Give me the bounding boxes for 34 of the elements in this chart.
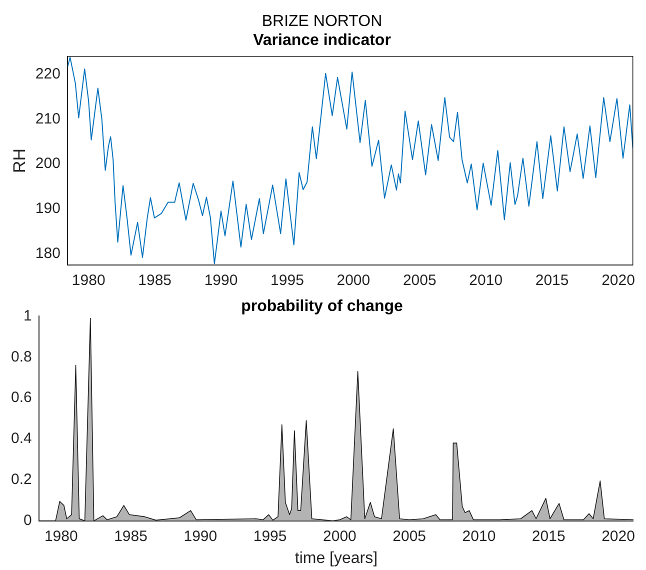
x-tick-label: 1985 bbox=[138, 272, 172, 290]
chart-title: BRIZE NORTON bbox=[262, 13, 382, 30]
x-tick-label: 2020 bbox=[602, 528, 635, 545]
y-tick-label: 200 bbox=[35, 155, 60, 172]
x-tick-label: 2005 bbox=[392, 528, 426, 545]
y-tick-label: 210 bbox=[35, 110, 60, 128]
y-tick-label: 220 bbox=[35, 65, 60, 82]
x-tick-label: 2015 bbox=[535, 272, 569, 290]
x-tick-label: 2020 bbox=[602, 272, 635, 290]
x-tick-label: 1990 bbox=[184, 528, 218, 545]
y-tick-label: 0.4 bbox=[10, 430, 32, 448]
x-tick-label: 2000 bbox=[323, 528, 356, 545]
x-axis-title: time [years] bbox=[294, 550, 378, 567]
x-tick-label: 1990 bbox=[204, 272, 238, 290]
y-tick-label: 0.6 bbox=[10, 389, 32, 406]
y-tick-label: 0.8 bbox=[10, 348, 32, 366]
x-tick-label: 2010 bbox=[462, 528, 496, 545]
y-tick-label: 1 bbox=[24, 307, 32, 324]
x-tick-label: 1980 bbox=[72, 272, 106, 290]
y-tick-label: 0.2 bbox=[10, 471, 32, 488]
chart-title: probability of change bbox=[241, 298, 403, 316]
x-tick-label: 2015 bbox=[532, 528, 566, 545]
chart-subtitle: Variance indicator bbox=[253, 32, 391, 50]
x-tick-label: 2000 bbox=[336, 272, 370, 290]
y-tick-label: 190 bbox=[35, 200, 60, 218]
y-tick-label: 0 bbox=[24, 512, 32, 529]
x-tick-label: 1985 bbox=[114, 528, 148, 545]
x-tick-label: 1995 bbox=[270, 272, 304, 290]
x-tick-label: 1980 bbox=[44, 528, 78, 545]
x-tick-label: 2005 bbox=[402, 272, 436, 290]
x-tick-label: 1995 bbox=[253, 528, 287, 545]
x-tick-label: 2010 bbox=[469, 272, 503, 290]
y-axis-title: RH bbox=[10, 148, 29, 173]
y-tick-label: 180 bbox=[35, 244, 60, 262]
